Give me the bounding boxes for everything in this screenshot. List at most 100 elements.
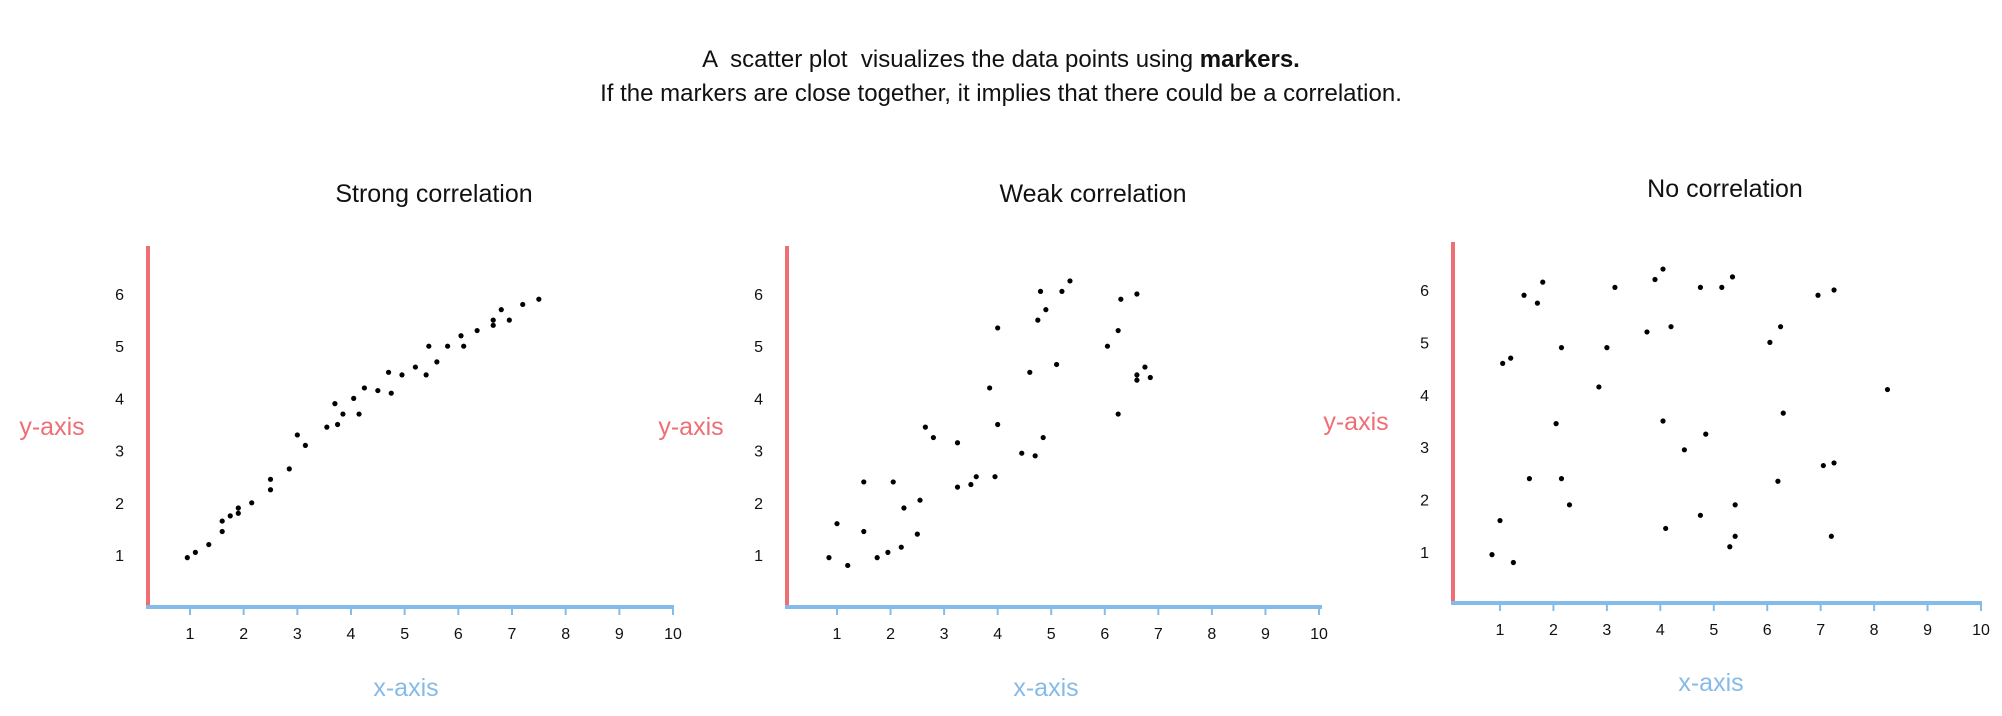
data-point [1027,369,1033,375]
x-tick-label: 9 [615,626,624,643]
x-tick-label: 7 [508,626,517,643]
data-point [1596,384,1602,390]
x-tick-label: 2 [886,626,895,643]
y-tick-label: 2 [1420,493,1429,510]
data-point [227,513,233,519]
y-tick-label: 5 [1420,335,1429,352]
y-tick-label: 4 [1420,388,1429,405]
data-point [1526,476,1532,482]
x-tick-label: 6 [1100,626,1109,643]
data-point [1500,360,1506,366]
y-axis-label: y-axis [19,413,84,441]
data-point [1777,324,1784,330]
data-point [219,518,225,524]
x-tick-label: 8 [1207,626,1216,643]
x-tick-label: 6 [454,626,463,643]
y-tick-label: 4 [754,391,763,408]
caption-line-1: A scatter plot visualizes the data point… [0,46,2002,74]
data-point [1732,533,1738,539]
data-point [1697,284,1704,290]
data-point [1652,276,1658,283]
data-point [332,401,338,407]
data-point [1019,450,1025,456]
data-point [1604,345,1610,351]
data-point [1681,447,1687,453]
data-point [1118,296,1124,302]
data-point [1115,411,1121,417]
data-point [992,474,998,480]
caption-line-2: If the markers are close together, it im… [600,80,1402,107]
data-point [286,466,292,472]
data-point [885,549,891,555]
x-tick-label: 2 [239,626,248,643]
data-point [1134,377,1140,383]
data-point [324,424,330,430]
data-point [890,479,896,485]
data-point [1043,307,1049,313]
data-point [192,549,198,555]
data-point [520,301,526,308]
y-tick-label: 1 [754,548,763,565]
data-point [388,390,394,396]
data-point [861,528,867,535]
data-point [235,505,241,511]
data-point [845,562,851,569]
data-point [412,364,418,370]
y-tick-label: 3 [1420,440,1429,457]
data-point [1115,327,1121,334]
y-tick-label: 5 [754,339,763,356]
data-point [834,521,840,527]
data-point [536,296,542,302]
data-point [1612,284,1618,290]
data-point [826,555,832,561]
data-point [1147,374,1153,381]
data-point [302,442,308,448]
data-point [490,322,496,328]
y-axis-label: y-axis [1323,408,1388,436]
data-point [474,327,480,334]
data-point [1727,544,1733,550]
chart-title: Weak correlation [999,180,1186,208]
x-axis-label: x-axis [1013,674,1078,702]
x-tick-label: 8 [561,626,570,643]
x-tick-label: 5 [400,626,409,643]
data-point [361,385,368,391]
chart-title: Strong correlation [335,180,532,208]
y-tick-label: 6 [754,287,763,304]
data-point [1497,517,1503,524]
data-point [235,510,241,516]
data-point [1134,372,1140,378]
data-point [987,385,993,391]
data-point [1142,364,1148,370]
data-point [1553,421,1559,427]
data-point [461,343,467,349]
data-point [375,387,381,394]
x-tick-label: 2 [1549,622,1558,639]
data-point [458,333,464,339]
x-tick-label: 3 [293,626,302,643]
data-point [954,484,961,490]
data-point [968,481,974,488]
data-point [1521,292,1527,298]
data-point [930,434,937,441]
y-tick-label: 2 [754,496,763,513]
data-point [1884,386,1891,393]
data-point [1644,329,1650,335]
data-point [1703,431,1709,437]
scatter-panel-weak: Weak correlation 1 2 3 4 5 6 7 8 9 10 1 2 3 4 5 6 y-axis x… [658,180,1328,702]
data-point [1831,460,1837,466]
data-point [1828,533,1834,539]
data-point [1820,462,1826,469]
data-point [1815,292,1821,298]
data-point [434,359,440,365]
x-tick-label: 3 [940,626,949,643]
data-point [901,505,907,511]
data-point [1508,355,1514,361]
data-point [1037,288,1044,294]
data-point [267,487,274,493]
data-point [1534,300,1541,306]
data-point [1775,478,1781,484]
data-point [1831,287,1837,293]
y-tick-label: 4 [115,391,124,408]
x-tick-label: 4 [1656,622,1665,639]
